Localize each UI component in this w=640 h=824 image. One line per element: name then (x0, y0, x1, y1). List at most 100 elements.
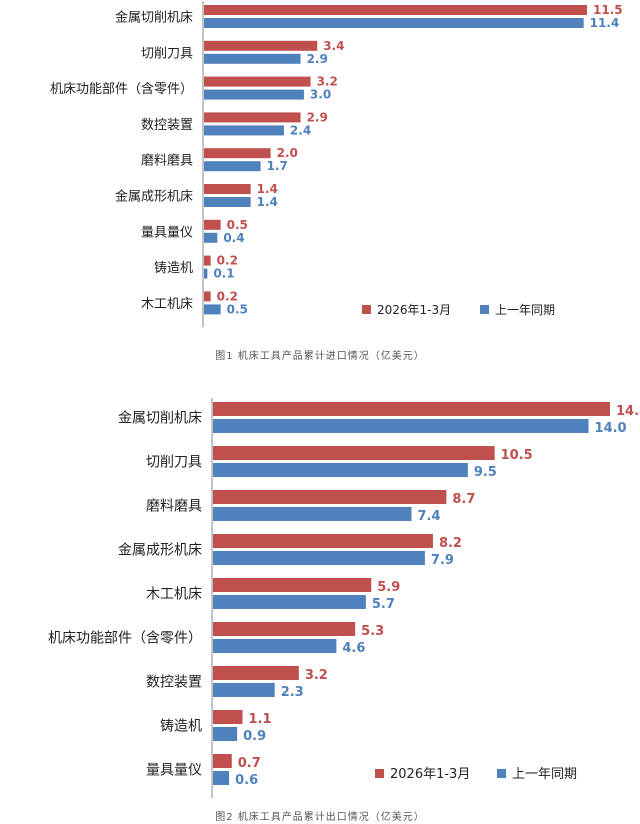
bar-previous (213, 507, 412, 521)
bar-current (213, 446, 495, 460)
category-label: 机床功能部件（含零件） (48, 631, 202, 647)
legend-swatch-current (375, 769, 384, 778)
bar-previous (204, 18, 584, 28)
category-label: 数控装置 (146, 675, 202, 691)
data-label: 1.4 (257, 182, 278, 196)
data-label: 11.4 (590, 16, 620, 30)
bar-current (204, 255, 211, 266)
data-label: 0.5 (227, 218, 248, 232)
bar-previous (204, 197, 251, 207)
bar-current (204, 40, 318, 51)
data-label: 0.4 (223, 231, 244, 245)
bar-current (204, 219, 221, 230)
bar-previous (204, 268, 208, 279)
data-label: 2.0 (277, 146, 298, 160)
category-label: 机床功能部件（含零件） (50, 81, 193, 97)
data-label: 7.4 (418, 509, 441, 524)
bar-current (213, 710, 243, 724)
bar-current (204, 148, 271, 159)
bar-current (204, 5, 587, 15)
bar-previous (213, 639, 337, 653)
bar-previous (204, 89, 304, 100)
data-label: 8.7 (452, 492, 475, 507)
data-label: 0.2 (217, 254, 238, 268)
bar-previous (204, 53, 301, 64)
bar-previous (204, 125, 284, 136)
data-label: 1.4 (257, 195, 278, 209)
bar-current (213, 666, 299, 680)
category-label: 铸造机 (154, 260, 193, 276)
data-label: 5.7 (372, 597, 395, 612)
data-label: 8.2 (439, 536, 462, 551)
legend-label-current: 2026年1-3月 (377, 303, 451, 317)
data-label: 1.1 (249, 712, 272, 727)
data-label: 2.9 (307, 52, 328, 66)
data-label: 3.4 (323, 39, 344, 53)
bar-previous (213, 551, 425, 565)
category-label: 切削刀具 (141, 46, 193, 61)
data-label: 2.3 (281, 685, 304, 700)
bar-current (204, 76, 311, 87)
legend-swatch-current (362, 305, 371, 314)
bar-current (213, 534, 433, 548)
bar-current (213, 578, 372, 592)
import-chart: 金属切削机床11.511.4切削刀具3.42.9机床功能部件（含零件）3.23.… (50, 1, 623, 328)
data-label: 11.5 (593, 3, 623, 17)
legend-swatch-previous (480, 305, 489, 314)
data-label: 0.2 (217, 289, 238, 303)
legend-label-current: 2026年1-3月 (390, 767, 470, 782)
data-label: 0.6 (235, 773, 258, 788)
data-label: 1.7 (267, 159, 288, 173)
bar-current (204, 291, 211, 302)
data-label: 14.0 (595, 421, 627, 436)
data-label: 3.0 (310, 88, 331, 102)
category-label: 金属成形机床 (118, 543, 202, 559)
category-label: 磨料磨具 (146, 499, 202, 515)
export-chart: 金属切削机床 14.8 14.0 切削刀具 10.5 9.5 磨料磨具 8.7 7.4 金属成形机… (48, 398, 640, 798)
category-label: 金属成形机床 (115, 189, 193, 205)
bar-previous (204, 161, 261, 172)
bar-previous (213, 683, 275, 697)
legend-label-previous: 上一年同期 (495, 303, 555, 317)
bar-previous (213, 595, 366, 609)
category-label: 金属切削机床 (115, 10, 193, 26)
export-chart-caption: 图2 机床工具产品累计出口情况（亿美元） (215, 812, 425, 823)
legend-swatch-previous (497, 769, 506, 778)
data-label: 5.3 (361, 624, 384, 639)
bar-previous (213, 463, 468, 477)
bar-current (213, 402, 610, 416)
bar-previous (213, 727, 238, 741)
data-label: 2.4 (290, 123, 311, 137)
import-chart-caption: 图1 机床工具产品累计进口情况（亿美元） (215, 351, 425, 362)
bar-previous (213, 419, 589, 433)
data-label: 0.9 (243, 729, 266, 744)
bar-previous (204, 304, 221, 315)
data-label: 10.5 (501, 448, 533, 463)
data-label: 0.5 (227, 302, 248, 316)
category-label: 磨料磨具 (141, 154, 193, 169)
legend-label-previous: 上一年同期 (512, 767, 577, 782)
category-label: 量具量仪 (141, 225, 193, 240)
data-label: 0.1 (213, 267, 234, 281)
bar-current (204, 184, 251, 194)
data-label: 7.9 (431, 553, 454, 568)
bar-current (213, 622, 356, 636)
data-label: 3.2 (317, 75, 338, 89)
category-label: 铸造机 (160, 719, 202, 735)
category-label: 木工机床 (146, 587, 202, 603)
bar-current (213, 490, 447, 504)
bar-previous (213, 771, 230, 785)
data-label: 2.9 (307, 110, 328, 124)
data-label: 3.2 (305, 668, 328, 683)
category-label: 切削刀具 (146, 455, 202, 471)
data-label: 4.6 (342, 641, 365, 656)
data-label: 14.8 (616, 404, 640, 419)
category-label: 木工机床 (141, 297, 193, 312)
category-label: 数控装置 (141, 118, 193, 133)
data-label: 0.7 (238, 756, 261, 771)
data-label: 9.5 (474, 465, 497, 480)
bar-current (213, 754, 232, 768)
bar-previous (204, 232, 218, 243)
category-label: 金属切削机床 (118, 411, 202, 427)
bar-current (204, 112, 301, 123)
